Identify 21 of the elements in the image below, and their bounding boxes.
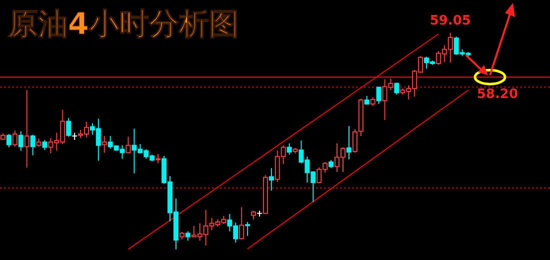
candlestick [185, 230, 190, 242]
candlestick [42, 139, 48, 151]
candlestick [102, 136, 107, 154]
candlestick [245, 222, 250, 236]
candlestick [30, 134, 36, 156]
candlestick [394, 82, 400, 96]
candlestick [24, 90, 30, 168]
candlestick [239, 206, 244, 240]
chart-title: 原油4小时分析图 [7, 7, 239, 42]
candlestick [268, 168, 274, 192]
candlestick [126, 136, 131, 154]
candlestick [156, 153, 161, 164]
candlestick [376, 86, 382, 104]
text: 58.20 [476, 87, 518, 102]
candlestick [6, 134, 12, 148]
candlestick [66, 118, 72, 138]
candlestick [18, 130, 24, 152]
candlestick [346, 126, 352, 160]
candlestick [286, 142, 292, 156]
annotation: 59.05 [430, 14, 471, 29]
candlestick [12, 130, 18, 148]
